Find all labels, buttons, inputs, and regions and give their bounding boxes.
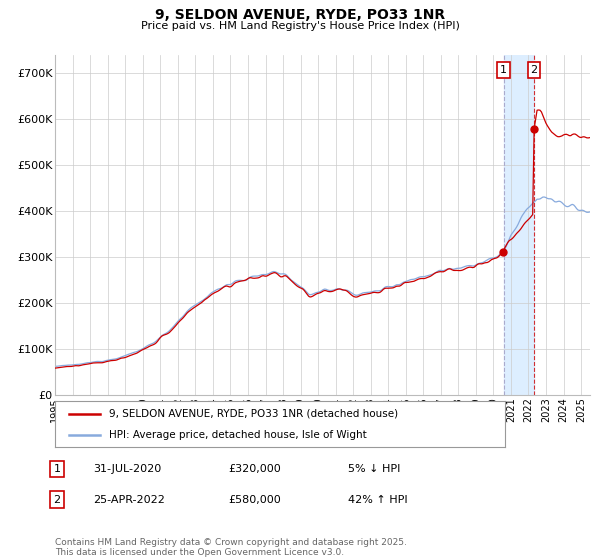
Text: £580,000: £580,000 (228, 494, 281, 505)
Text: Contains HM Land Registry data © Crown copyright and database right 2025.
This d: Contains HM Land Registry data © Crown c… (55, 538, 407, 557)
Text: 5% ↓ HPI: 5% ↓ HPI (348, 464, 400, 474)
Text: 2: 2 (530, 65, 538, 75)
Text: Price paid vs. HM Land Registry's House Price Index (HPI): Price paid vs. HM Land Registry's House … (140, 21, 460, 31)
Text: 9, SELDON AVENUE, RYDE, PO33 1NR (detached house): 9, SELDON AVENUE, RYDE, PO33 1NR (detach… (109, 409, 398, 419)
Text: 1: 1 (53, 464, 61, 474)
Text: £320,000: £320,000 (228, 464, 281, 474)
Text: 25-APR-2022: 25-APR-2022 (93, 494, 165, 505)
Text: HPI: Average price, detached house, Isle of Wight: HPI: Average price, detached house, Isle… (109, 431, 367, 440)
Text: 31-JUL-2020: 31-JUL-2020 (93, 464, 161, 474)
Text: 42% ↑ HPI: 42% ↑ HPI (348, 494, 407, 505)
Bar (503, 55, 534, 395)
Text: 2: 2 (53, 494, 61, 505)
Text: 1: 1 (500, 65, 507, 75)
Text: 9, SELDON AVENUE, RYDE, PO33 1NR: 9, SELDON AVENUE, RYDE, PO33 1NR (155, 8, 445, 22)
